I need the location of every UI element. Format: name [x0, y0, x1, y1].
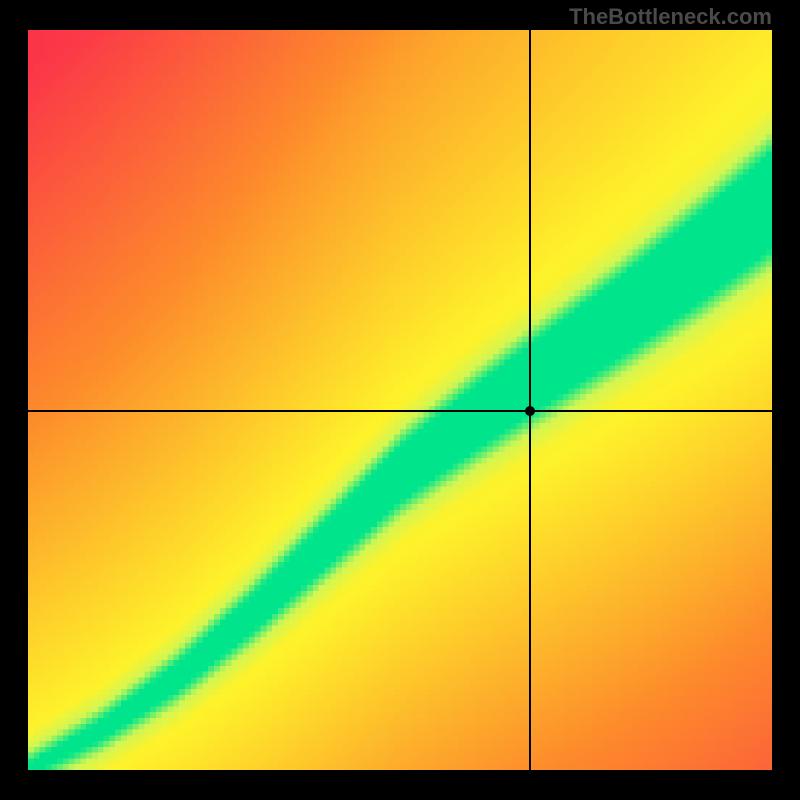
crosshair-marker	[525, 406, 535, 416]
crosshair-horizontal	[28, 410, 772, 412]
crosshair-vertical	[529, 30, 531, 770]
chart-container: TheBottleneck.com	[0, 0, 800, 800]
watermark-text: TheBottleneck.com	[569, 4, 772, 30]
plot-frame	[28, 30, 772, 770]
heatmap-canvas	[28, 30, 772, 770]
